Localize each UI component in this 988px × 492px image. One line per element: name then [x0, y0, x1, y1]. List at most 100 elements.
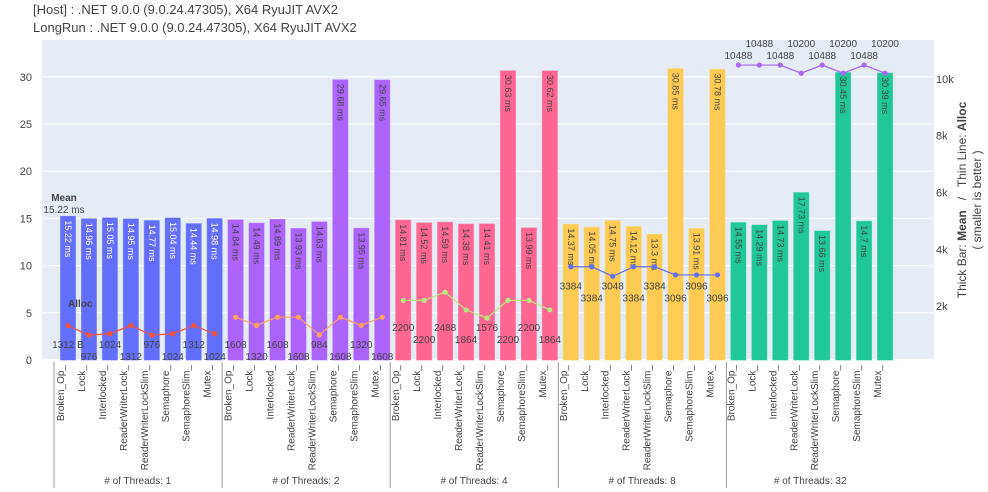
- alloc-value-label: 1024: [99, 340, 122, 351]
- bar-value-label: 13.95 ms: [356, 232, 366, 270]
- alloc-value-label: 10200: [829, 39, 857, 50]
- x-tick-label: Mutex_: [873, 365, 884, 398]
- bar: [520, 227, 537, 361]
- alloc-value-label: 10488: [850, 51, 878, 62]
- alloc-line: [570, 266, 718, 277]
- bar: [751, 224, 768, 361]
- alloc-line: [67, 324, 215, 336]
- bar: [395, 219, 412, 361]
- alloc-point: [274, 314, 281, 320]
- bar: [688, 228, 705, 361]
- alloc-value-label: 976: [143, 340, 160, 351]
- x-tick-label: Semaphore_: [496, 365, 507, 423]
- alloc-point: [672, 272, 679, 278]
- bar: [877, 72, 894, 361]
- bar-value-label: 14.41 ms: [482, 228, 492, 266]
- alloc-value-label: 1576: [476, 323, 499, 334]
- bar: [80, 218, 97, 361]
- bar: [60, 215, 76, 361]
- alloc-point: [400, 297, 406, 303]
- bar: [101, 217, 118, 361]
- y-right-title-part: Thick Bar:: [955, 241, 969, 298]
- alloc-value-label: 1024: [162, 352, 185, 363]
- alloc-point: [337, 314, 343, 320]
- bar: [458, 223, 475, 361]
- bar-value-label: 15.05 ms: [105, 222, 115, 260]
- bar-value-label: 13.66 ms: [817, 235, 827, 273]
- x-tick-label: Broken_Op_: [726, 365, 737, 422]
- bar-value-label: 17.73 ms: [796, 197, 806, 235]
- bar-value-label: 14.49 ms: [252, 227, 262, 265]
- group-label: # of Threads: 32: [774, 476, 847, 487]
- alloc-point: [798, 70, 804, 76]
- bar: [604, 220, 621, 361]
- bar: [856, 220, 873, 361]
- x-tick-label: Lock_: [580, 365, 591, 392]
- alloc-value-label: 10488: [808, 51, 836, 62]
- alloc-point: [107, 331, 113, 337]
- alloc-point: [777, 62, 783, 68]
- bar: [143, 220, 160, 361]
- alloc-point: [484, 315, 490, 321]
- alloc-value-label: 1320: [350, 340, 373, 351]
- x-tick-label: Interlocked_: [98, 365, 109, 420]
- bar: [709, 68, 726, 361]
- x-tick-label: Interlocked_: [768, 365, 779, 420]
- x-tick-label: Lock_: [245, 365, 256, 392]
- y-right-title-part: / Thin Line:: [955, 131, 969, 210]
- bar: [353, 227, 370, 361]
- bar-value-label: 30.78 ms: [712, 73, 722, 111]
- alloc-point: [233, 314, 239, 320]
- bar: [667, 68, 684, 361]
- bar-value-label: 14.55 ms: [733, 227, 743, 265]
- x-tick-label: Broken_Op_: [56, 365, 67, 422]
- x-tick-label: Lock_: [747, 365, 758, 392]
- alloc-value-label: 10200: [871, 39, 899, 50]
- x-tick-label: ReaderWriterLock_: [622, 365, 633, 451]
- alloc-point: [819, 62, 825, 68]
- y-right-tick-label: 8k: [936, 131, 948, 143]
- group-label: # of Threads: 8: [609, 476, 677, 487]
- alloc-point: [316, 332, 322, 338]
- x-tick-label: ReaderWriterLockSlim_: [307, 365, 318, 471]
- alloc-value-label: 2200: [392, 323, 415, 334]
- alloc-point: [882, 70, 888, 76]
- x-tick-label: Interlocked_: [601, 365, 612, 420]
- alloc-value-label: 3384: [581, 293, 604, 304]
- x-tick-label: SemaphoreSlim_: [685, 365, 696, 442]
- x-tick-label: Interlocked_: [266, 365, 277, 420]
- bar-value-label: 14.37 ms: [566, 228, 576, 266]
- y-left-tick-label: 10: [20, 261, 32, 273]
- alloc-point: [170, 331, 176, 337]
- bar: [164, 217, 181, 361]
- mean-annotation-title: Mean: [51, 193, 77, 204]
- bar-value-label: 14.81 ms: [398, 224, 408, 262]
- bar-value-label: 13.91 ms: [692, 233, 702, 271]
- y-left-tick-label: 0: [26, 355, 32, 367]
- bar-value-label: 30.62 ms: [545, 75, 555, 113]
- bar-value-label: 14.75 ms: [608, 225, 618, 263]
- bar-value-label: 29.68 ms: [335, 84, 345, 122]
- y-left-tick-label: 25: [20, 119, 32, 131]
- alloc-point: [840, 70, 846, 76]
- alloc-value-label: 1608: [287, 352, 310, 363]
- alloc-value-label: 1864: [539, 335, 562, 346]
- bar: [206, 218, 223, 361]
- bar-value-label: 14.12 ms: [629, 231, 639, 269]
- bar-value-label: 13.3 ms: [650, 238, 660, 271]
- x-tick-label: ReaderWriterLock_: [286, 365, 297, 451]
- alloc-value-label: 1864: [455, 335, 478, 346]
- group-label: # of Threads: 2: [272, 476, 340, 487]
- group-label: # of Threads: 1: [104, 476, 172, 487]
- x-tick-label: Lock_: [77, 365, 88, 392]
- alloc-value-label: 3384: [623, 293, 646, 304]
- bar: [835, 72, 852, 361]
- alloc-point: [505, 297, 511, 303]
- bar-value-label: 14.38 ms: [461, 228, 471, 266]
- alloc-value-label: 1024: [204, 352, 227, 363]
- alloc-annotation-title: Alloc: [68, 299, 93, 310]
- alloc-value-label: 2200: [518, 323, 541, 334]
- x-tick-label: ReaderWriterLock_: [789, 365, 800, 451]
- alloc-point: [379, 314, 385, 320]
- bar: [290, 228, 307, 361]
